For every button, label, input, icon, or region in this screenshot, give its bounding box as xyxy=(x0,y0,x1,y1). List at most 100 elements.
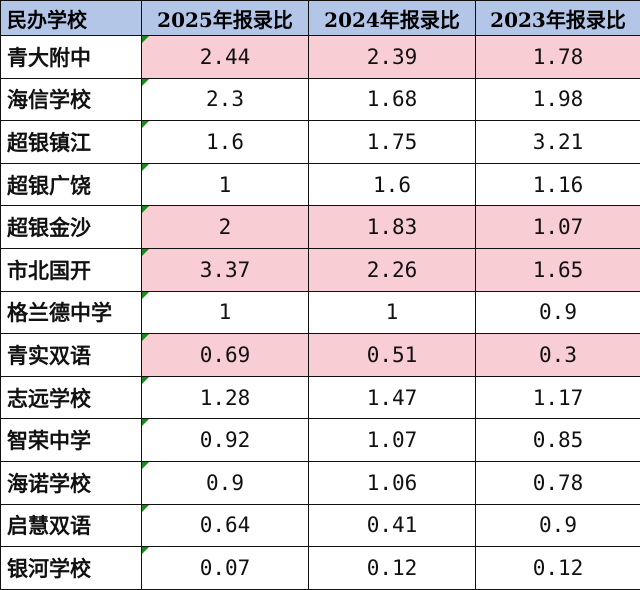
cell-comment-marker-icon xyxy=(142,505,149,512)
ratio-value: 0.51 xyxy=(367,343,418,367)
ratio-value: 2 xyxy=(219,215,232,239)
ratio-value: 0.07 xyxy=(200,556,251,580)
cell-comment-marker-icon xyxy=(142,36,149,43)
ratio-cell-2024[interactable]: 1.75 xyxy=(309,121,476,164)
ratio-value: 1.47 xyxy=(367,386,418,410)
school-name-cell[interactable]: 青实双语 xyxy=(1,334,142,377)
ratio-cell-2023[interactable]: 1.78 xyxy=(476,36,640,79)
ratio-cell-2024[interactable]: 0.12 xyxy=(309,547,476,590)
ratio-value: 1 xyxy=(219,173,232,197)
ratio-cell-2024[interactable]: 1.07 xyxy=(309,419,476,462)
ratio-value: 1.16 xyxy=(533,173,584,197)
ratio-cell-2025[interactable]: 0.07 xyxy=(142,547,309,590)
ratio-value: 0.85 xyxy=(533,428,584,452)
header-2024[interactable]: 2024年报录比 xyxy=(309,1,476,36)
header-row: 民办学校 2025年报录比 2024年报录比 2023年报录比 xyxy=(1,1,640,36)
ratio-cell-2025[interactable]: 0.92 xyxy=(142,419,309,462)
school-name-cell[interactable]: 银河学校 xyxy=(1,547,142,590)
ratio-cell-2024[interactable]: 1.83 xyxy=(309,206,476,249)
ratio-cell-2024[interactable]: 0.41 xyxy=(309,504,476,547)
school-name-cell[interactable]: 格兰德中学 xyxy=(1,291,142,334)
ratio-value: 1.75 xyxy=(367,130,418,154)
ratio-cell-2024[interactable]: 0.51 xyxy=(309,334,476,377)
ratio-cell-2025[interactable]: 0.69 xyxy=(142,334,309,377)
school-name-cell[interactable]: 青大附中 xyxy=(1,36,142,79)
ratio-value: 1.17 xyxy=(533,386,584,410)
school-name-cell[interactable]: 智荣中学 xyxy=(1,419,142,462)
ratio-value: 0.12 xyxy=(367,556,418,580)
ratio-cell-2023[interactable]: 0.85 xyxy=(476,419,640,462)
ratio-cell-2023[interactable]: 1.07 xyxy=(476,206,640,249)
ratio-value: 2.26 xyxy=(367,258,418,282)
ratio-cell-2025[interactable]: 3.37 xyxy=(142,248,309,291)
ratio-value: 0.64 xyxy=(200,513,251,537)
ratio-cell-2025[interactable]: 0.9 xyxy=(142,461,309,504)
table-row: 超银金沙 2 1.83 1.07 xyxy=(1,206,640,249)
cell-comment-marker-icon xyxy=(142,334,149,341)
ratio-value: 1.6 xyxy=(373,173,411,197)
ratio-value: 1.07 xyxy=(533,215,584,239)
ratio-cell-2025[interactable]: 1.28 xyxy=(142,376,309,419)
ratio-cell-2025[interactable]: 1 xyxy=(142,291,309,334)
ratio-cell-2025[interactable]: 1.6 xyxy=(142,121,309,164)
school-name-cell[interactable]: 超银镇江 xyxy=(1,121,142,164)
ratio-value: 2.39 xyxy=(367,45,418,69)
school-name-cell[interactable]: 超银金沙 xyxy=(1,206,142,249)
cell-comment-marker-icon xyxy=(142,377,149,384)
cell-comment-marker-icon xyxy=(142,419,149,426)
school-name-cell[interactable]: 超银广饶 xyxy=(1,163,142,206)
ratio-cell-2023[interactable]: 0.9 xyxy=(476,504,640,547)
ratio-cell-2025[interactable]: 1 xyxy=(142,163,309,206)
school-name-cell[interactable]: 海诺学校 xyxy=(1,461,142,504)
header-2023[interactable]: 2023年报录比 xyxy=(476,1,640,36)
ratio-value: 2.44 xyxy=(200,45,251,69)
ratio-cell-2023[interactable]: 0.12 xyxy=(476,547,640,590)
ratio-cell-2023[interactable]: 0.3 xyxy=(476,334,640,377)
ratio-cell-2023[interactable]: 1.16 xyxy=(476,163,640,206)
ratio-value: 1 xyxy=(219,300,232,324)
ratio-cell-2024[interactable]: 1.6 xyxy=(309,163,476,206)
cell-comment-marker-icon xyxy=(142,462,149,469)
header-2025[interactable]: 2025年报录比 xyxy=(142,1,309,36)
header-school[interactable]: 民办学校 xyxy=(1,1,142,36)
ratio-cell-2024[interactable]: 1.68 xyxy=(309,78,476,121)
cell-comment-marker-icon xyxy=(142,206,149,213)
cell-comment-marker-icon xyxy=(142,164,149,171)
ratio-value: 0.9 xyxy=(206,471,244,495)
ratio-cell-2023[interactable]: 1.65 xyxy=(476,248,640,291)
ratio-cell-2023[interactable]: 1.17 xyxy=(476,376,640,419)
ratio-cell-2023[interactable]: 0.78 xyxy=(476,461,640,504)
ratio-cell-2023[interactable]: 0.9 xyxy=(476,291,640,334)
school-name-cell[interactable]: 启慧双语 xyxy=(1,504,142,547)
school-name-cell[interactable]: 市北国开 xyxy=(1,248,142,291)
ratio-cell-2025[interactable]: 2.3 xyxy=(142,78,309,121)
ratio-cell-2024[interactable]: 1.47 xyxy=(309,376,476,419)
school-name-cell[interactable]: 志远学校 xyxy=(1,376,142,419)
ratio-cell-2023[interactable]: 3.21 xyxy=(476,121,640,164)
ratio-cell-2025[interactable]: 0.64 xyxy=(142,504,309,547)
ratio-cell-2024[interactable]: 2.39 xyxy=(309,36,476,79)
cell-comment-marker-icon xyxy=(142,79,149,86)
ratio-cell-2025[interactable]: 2 xyxy=(142,206,309,249)
ratio-cell-2024[interactable]: 2.26 xyxy=(309,248,476,291)
ratio-value: 3.21 xyxy=(533,130,584,154)
ratio-value: 1.68 xyxy=(367,87,418,111)
ratio-cell-2024[interactable]: 1 xyxy=(309,291,476,334)
ratio-cell-2025[interactable]: 2.44 xyxy=(142,36,309,79)
ratio-value: 1.98 xyxy=(533,87,584,111)
table-row: 超银广饶 1 1.6 1.16 xyxy=(1,163,640,206)
ratio-cell-2023[interactable]: 1.98 xyxy=(476,78,640,121)
ratio-value: 1.28 xyxy=(200,386,251,410)
ratio-cell-2024[interactable]: 1.06 xyxy=(309,461,476,504)
school-name-cell[interactable]: 海信学校 xyxy=(1,78,142,121)
ratio-value: 1.07 xyxy=(367,428,418,452)
